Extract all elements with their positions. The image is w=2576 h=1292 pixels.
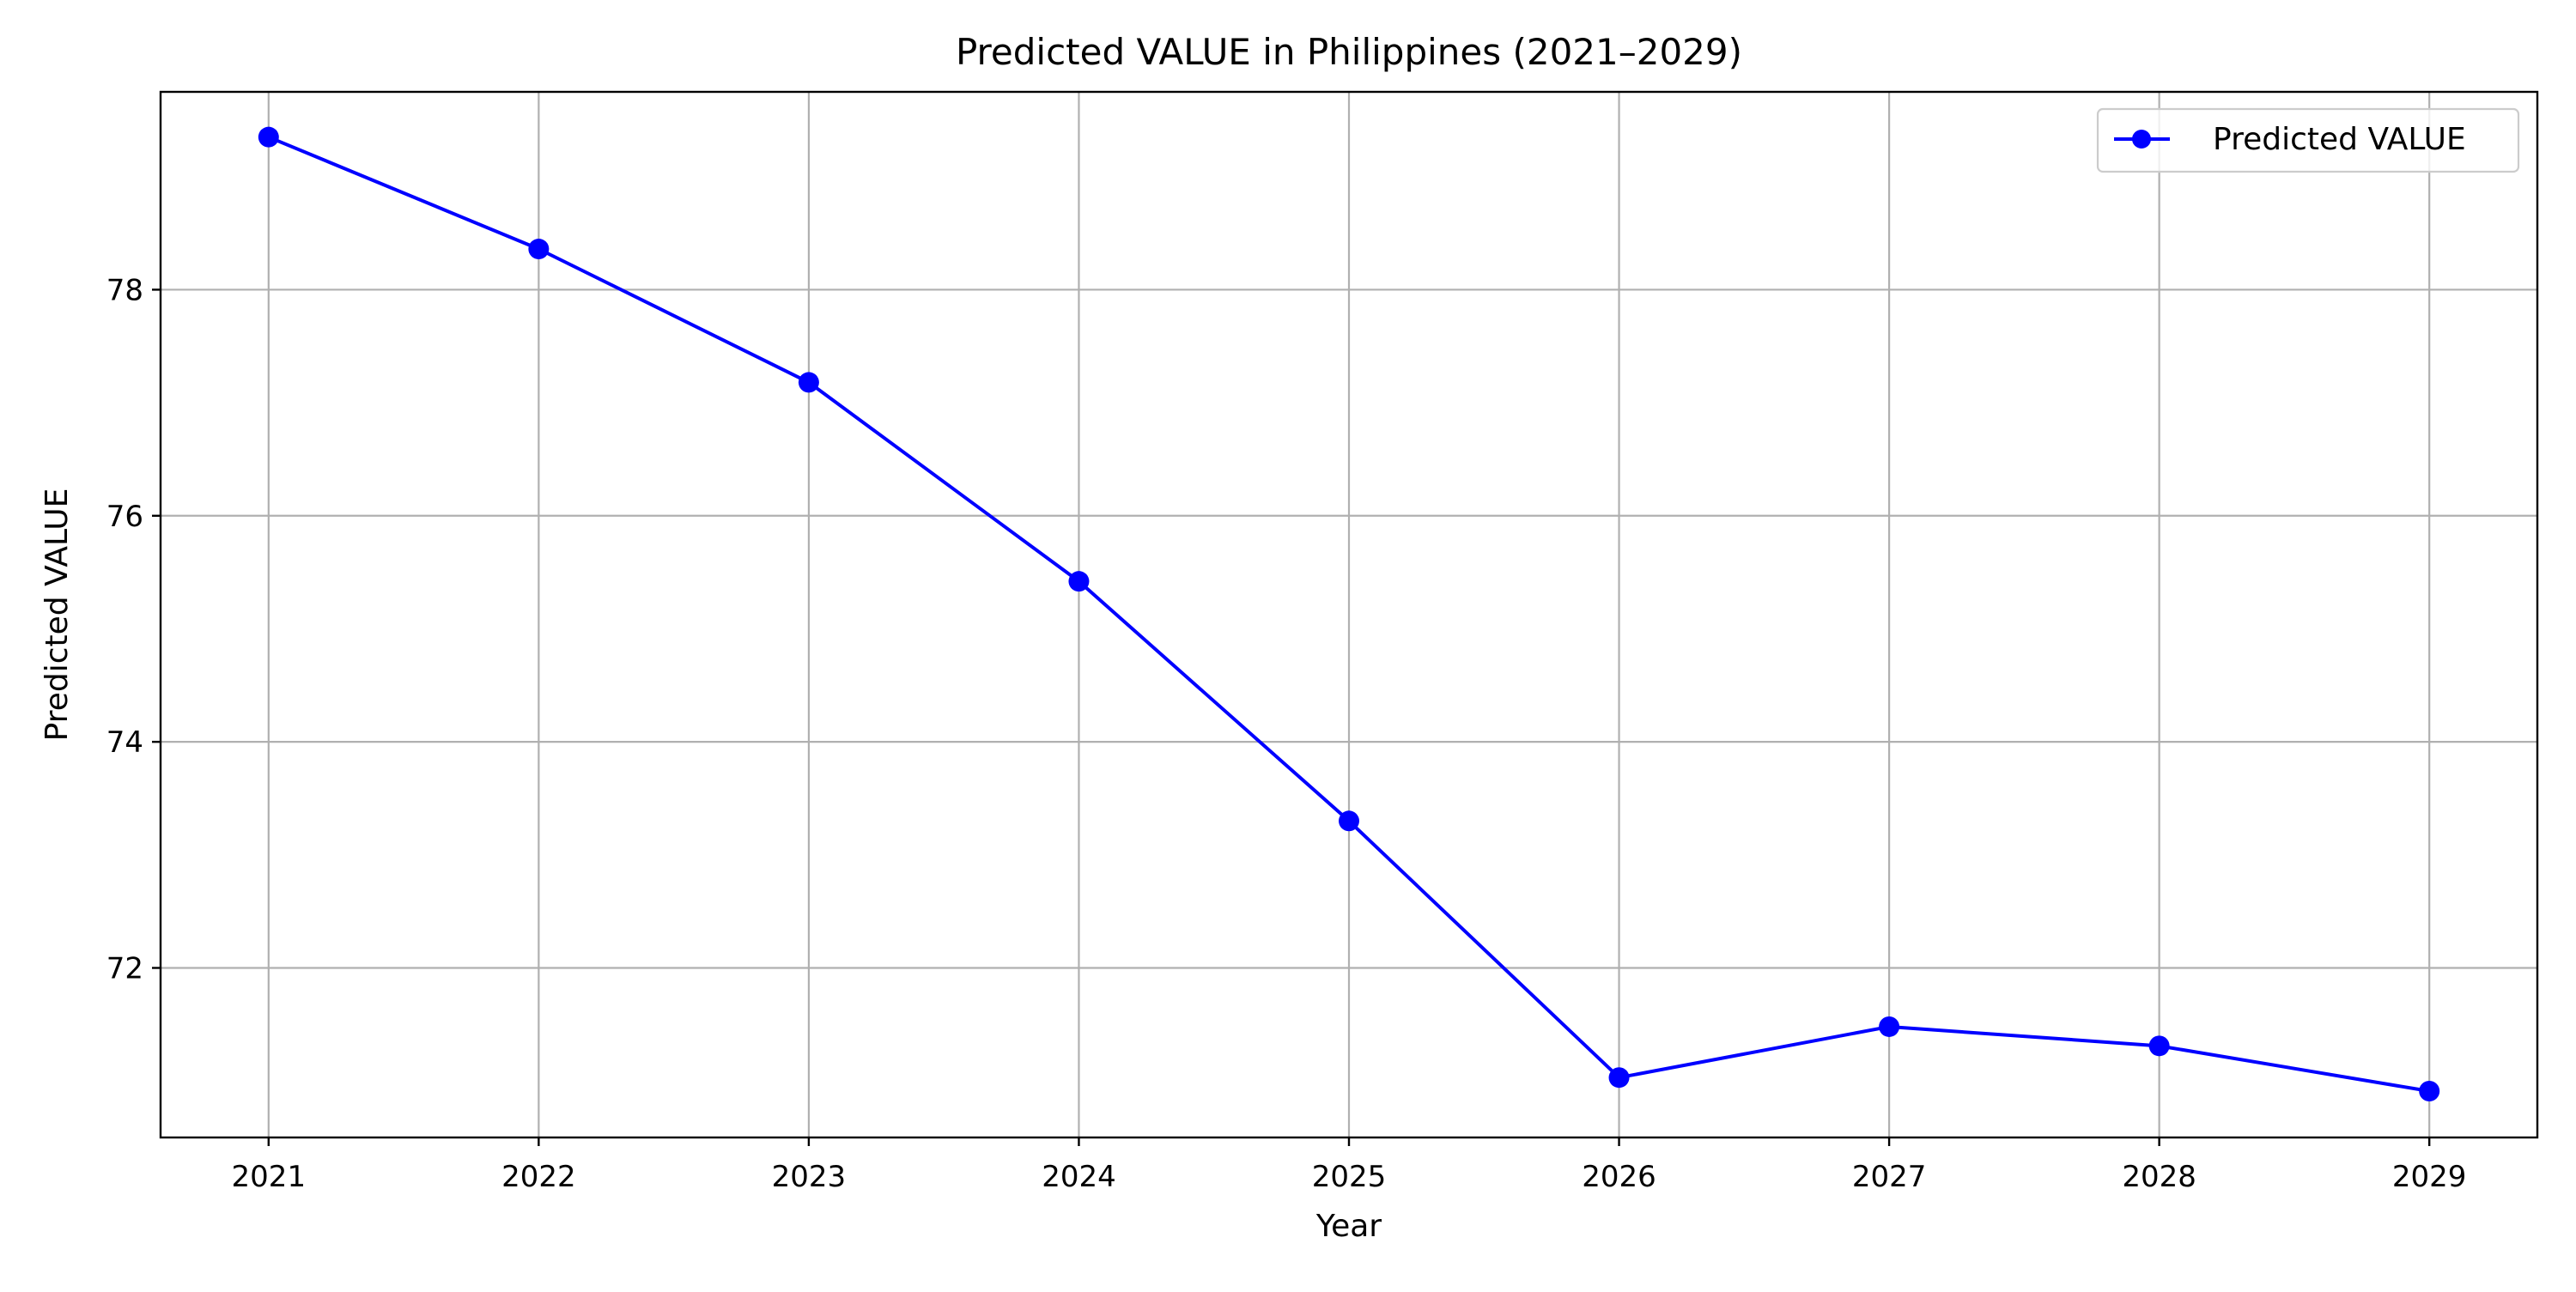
x-tick-label: 2028 [2122,1160,2196,1194]
y-axis-label: Predicted VALUE [39,488,75,742]
legend-marker-swatch [2132,130,2151,149]
grid-lines [161,92,2537,1137]
legend-label: Predicted VALUE [2213,122,2466,157]
x-tick-label: 2024 [1042,1160,1116,1194]
y-tick-label: 72 [106,951,143,986]
axis-ticks: 2021 2022 2023 2024 2025 2026 2027 2028 2029 72 74… [106,273,2467,1194]
x-tick-label: 2025 [1312,1160,1387,1194]
chart-title: Predicted VALUE in Philippines (2021–202… [956,31,1742,73]
data-point [1879,1016,1900,1037]
data-point [258,126,279,148]
x-tick-label: 2023 [772,1160,847,1194]
data-point [1608,1067,1630,1089]
legend-box [2096,107,2520,173]
x-tick-label: 2029 [2392,1160,2467,1194]
data-point [798,372,819,393]
series-layer [258,126,2440,1102]
y-tick-label: 78 [106,273,143,307]
x-tick-label: 2021 [232,1160,307,1194]
data-point [2148,1035,2170,1057]
x-tick-label: 2027 [1852,1160,1927,1194]
data-point [528,239,550,260]
x-tick-label: 2026 [1582,1160,1656,1194]
data-point [1068,571,1090,592]
x-tick-label: 2022 [501,1160,576,1194]
legend: Predicted VALUE [2096,107,2520,173]
data-point [2419,1081,2440,1102]
y-tick-label: 74 [106,725,143,760]
y-tick-label: 76 [106,500,143,534]
x-axis-label: Year [1315,1209,1382,1244]
data-point [1339,810,1359,832]
